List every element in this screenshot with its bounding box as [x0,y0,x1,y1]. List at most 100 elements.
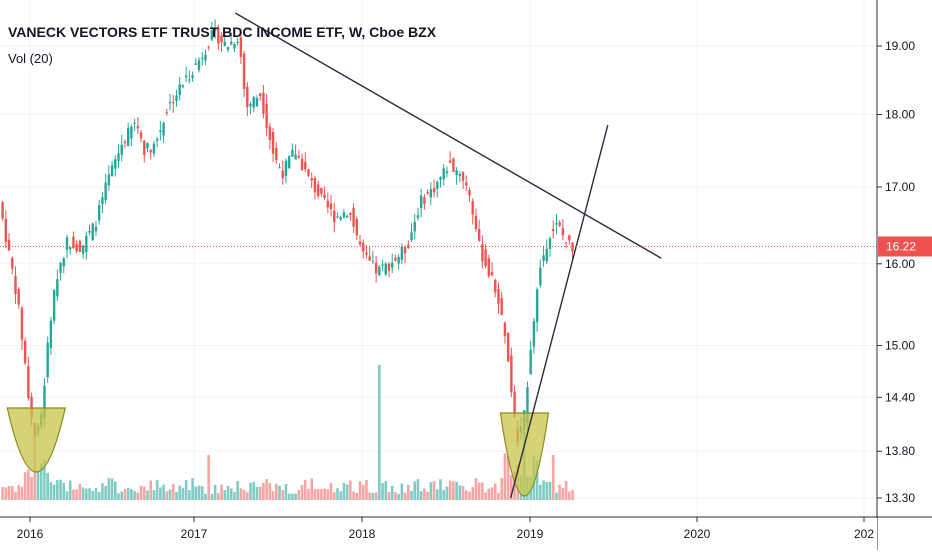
volume-bar [342,483,346,500]
volume-bar [133,491,136,500]
volume-bar [59,479,62,500]
candle-body [345,215,349,218]
candle-body [43,385,46,419]
time-tick-label: 2018 [349,527,376,541]
candle-body [548,238,552,249]
volume-bar [571,490,574,500]
candle-body [230,41,233,45]
candle-body [281,170,284,179]
volume-bar [471,486,475,500]
candle-body [110,165,114,177]
candle-body [413,221,416,232]
candle-body [326,201,330,208]
volume-bar [62,482,66,500]
cup-pattern[interactable] [6,407,67,473]
volume-bar [181,487,185,500]
volume-bar [268,482,272,500]
volume-bar [287,493,291,500]
volume-bar [497,492,500,500]
volume-bar [223,490,227,500]
candle-body [11,257,14,269]
candle-body [130,126,133,139]
cup-pattern[interactable] [499,412,550,497]
volume-bar [117,493,120,500]
candle-body [20,307,24,340]
trendlines[interactable] [235,12,662,499]
candle-body [210,30,214,40]
candle-body [213,27,217,32]
candle-body [172,102,175,104]
time-tick-label: 2017 [181,527,208,541]
candle-body [442,168,445,180]
price-axis[interactable]: 16.22 19.00 18.00 17.00 16.00 15.00 14.40 13.80… [877,39,932,505]
candle-body [114,159,117,169]
volume-bar [262,482,265,500]
volume-bar [394,492,397,500]
candle-body [287,156,291,168]
candle-body [204,54,207,61]
candle-body [85,235,88,253]
volume-bar [500,477,503,500]
price-tick-label: 17.00 [885,180,915,194]
candle-body [136,126,140,129]
volume-bar [52,484,56,500]
candle-body [246,86,249,108]
candle-body [403,246,407,254]
volume-bar [72,489,75,500]
volume-bar [445,486,449,500]
volume-bar [506,455,510,500]
volume-bar [307,488,310,500]
candle-body [535,289,539,323]
time-axis[interactable]: 2016 2017 2018 2019 2020 202 [0,517,877,550]
volume-bar [435,489,439,500]
candle-body [262,92,265,114]
volume-bar [88,488,91,500]
volume-bar [339,491,342,500]
candle-body [104,182,107,200]
volume-bar [452,481,455,500]
candle-body [49,320,53,348]
volume-bar [294,493,297,500]
candle-body [123,141,127,143]
volume-bar [568,491,571,500]
candle-body [56,279,59,297]
volume-bar [1,486,4,500]
candle-body [503,322,507,337]
candle-body [304,161,307,170]
volume-bar [126,487,130,500]
volume-bar [110,478,114,500]
volume-bar [493,483,497,500]
volume-bar [442,489,446,500]
volume-bar [39,463,43,500]
volume-bar [274,483,278,500]
candle-body [97,205,101,221]
volume-bar [101,483,104,500]
candle-body [59,262,62,273]
volume-bar [226,486,230,500]
volume-bar [65,491,69,500]
candle-body [120,144,123,155]
volume-bar [542,480,545,500]
trendline[interactable] [509,124,609,499]
candle-body [436,181,439,189]
candle-body [252,97,255,108]
trendline[interactable] [235,12,662,259]
candle-body [310,178,313,181]
volume-bar [374,492,378,500]
volume-bar [503,453,507,500]
volume-bar [429,482,433,500]
volume-bar [355,492,359,500]
candle-body [139,132,143,139]
candle-body [539,267,542,286]
time-tick-label: 2016 [17,527,44,541]
volume-bar [155,479,159,500]
volume-bar [168,489,172,500]
price-tick-label: 14.40 [885,390,915,404]
candle-body [529,349,532,375]
volume-bar [400,483,404,500]
volume-bar [217,492,220,500]
volume-bar [555,492,558,500]
candle-body [419,195,423,209]
